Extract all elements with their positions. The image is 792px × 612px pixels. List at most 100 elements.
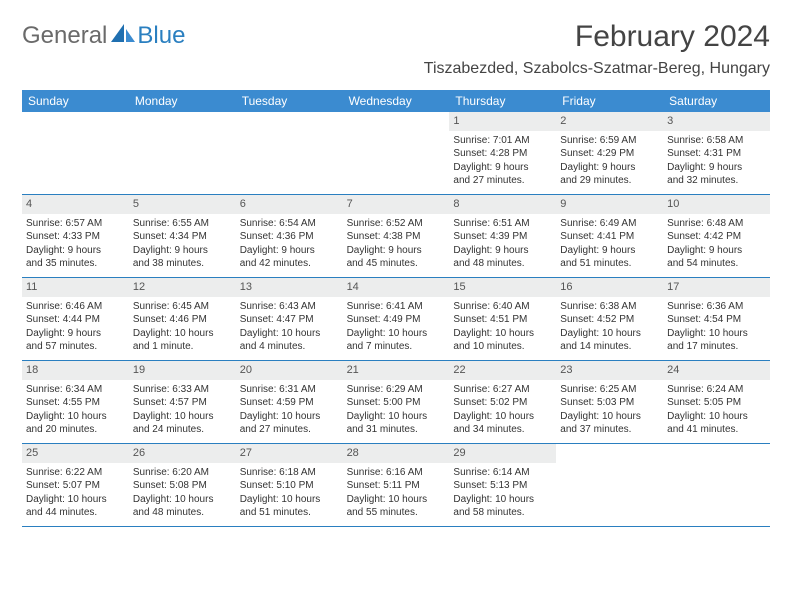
day-detail-sunset: Sunset: 4:31 PM (667, 147, 766, 161)
day-detail-daylight1: Daylight: 10 hours (347, 327, 446, 341)
day-number: 16 (556, 278, 663, 297)
day-cell: 29 Sunrise: 6:14 AMSunset: 5:13 PMDayligh… (449, 444, 556, 526)
day-cell (129, 112, 236, 194)
day-detail-daylight1: Daylight: 10 hours (133, 327, 232, 341)
day-number: 5 (129, 195, 236, 214)
day-detail-sunrise: Sunrise: 6:49 AM (560, 217, 659, 231)
day-detail-daylight1: Daylight: 10 hours (347, 493, 446, 507)
day-cell: 13Sunrise: 6:43 AMSunset: 4:47 PMDayligh… (236, 278, 343, 360)
day-detail-sunset: Sunset: 5:05 PM (667, 396, 766, 410)
week-row: 11Sunrise: 6:46 AMSunset: 4:44 PMDayligh… (22, 278, 770, 361)
day-detail-sunset: Sunset: 4:54 PM (667, 313, 766, 327)
day-detail-sunrise: Sunrise: 6:41 AM (347, 300, 446, 314)
day-number: 19 (129, 361, 236, 380)
day-detail-sunset: Sunset: 4:28 PM (453, 147, 552, 161)
logo-text-general: General (22, 24, 107, 48)
day-number: 17 (663, 278, 770, 297)
day-detail-sunrise: Sunrise: 6:34 AM (26, 383, 125, 397)
day-detail-sunset: Sunset: 5:10 PM (240, 479, 339, 493)
day-cell: 10Sunrise: 6:48 AMSunset: 4:42 PMDayligh… (663, 195, 770, 277)
day-detail-sunrise: Sunrise: 6:55 AM (133, 217, 232, 231)
day-detail-sunset: Sunset: 4:39 PM (453, 230, 552, 244)
day-detail-sunrise: Sunrise: 6:51 AM (453, 217, 552, 231)
day-detail-daylight1: Daylight: 10 hours (347, 410, 446, 424)
day-detail-sunrise: Sunrise: 6:52 AM (347, 217, 446, 231)
day-cell: 15Sunrise: 6:40 AMSunset: 4:51 PMDayligh… (449, 278, 556, 360)
day-cell: 2Sunrise: 6:59 AMSunset: 4:29 PMDaylight… (556, 112, 663, 194)
day-detail-sunrise: Sunrise: 6:43 AM (240, 300, 339, 314)
day-number: 14 (343, 278, 450, 297)
day-header-cell: Tuesday (236, 90, 343, 112)
day-detail-sunset: Sunset: 5:07 PM (26, 479, 125, 493)
week-row: 4Sunrise: 6:57 AMSunset: 4:33 PMDaylight… (22, 195, 770, 278)
day-detail-sunset: Sunset: 4:29 PM (560, 147, 659, 161)
week-row: 25Sunrise: 6:22 AMSunset: 5:07 PMDayligh… (22, 444, 770, 527)
day-detail-daylight2: and 48 minutes. (453, 257, 552, 271)
day-detail-daylight1: Daylight: 10 hours (240, 327, 339, 341)
day-cell (556, 444, 663, 526)
day-detail-sunset: Sunset: 4:38 PM (347, 230, 446, 244)
day-detail-daylight2: and 58 minutes. (453, 506, 552, 520)
day-cell: 6Sunrise: 6:54 AMSunset: 4:36 PMDaylight… (236, 195, 343, 277)
day-number: 15 (449, 278, 556, 297)
day-number: 9 (556, 195, 663, 214)
day-cell: 20Sunrise: 6:31 AMSunset: 4:59 PMDayligh… (236, 361, 343, 443)
day-header-cell: Thursday (449, 90, 556, 112)
day-number: 22 (449, 361, 556, 380)
day-detail-sunset: Sunset: 5:11 PM (347, 479, 446, 493)
logo-sail-icon (111, 24, 135, 44)
day-detail-daylight1: Daylight: 9 hours (26, 327, 125, 341)
day-detail-sunrise: Sunrise: 6:54 AM (240, 217, 339, 231)
week-row: 1Sunrise: 7:01 AMSunset: 4:28 PMDaylight… (22, 112, 770, 195)
day-detail-daylight1: Daylight: 9 hours (667, 161, 766, 175)
day-cell: 12Sunrise: 6:45 AMSunset: 4:46 PMDayligh… (129, 278, 236, 360)
day-number: 13 (236, 278, 343, 297)
day-detail-sunset: Sunset: 4:33 PM (26, 230, 125, 244)
day-detail-daylight1: Daylight: 9 hours (347, 244, 446, 258)
day-number: 29 (449, 444, 556, 463)
day-number: 23 (556, 361, 663, 380)
day-detail-daylight2: and 29 minutes. (560, 174, 659, 188)
day-header-cell: Saturday (663, 90, 770, 112)
day-number: 12 (129, 278, 236, 297)
day-detail-daylight1: Daylight: 10 hours (453, 327, 552, 341)
day-detail-daylight2: and 34 minutes. (453, 423, 552, 437)
day-cell: 19Sunrise: 6:33 AMSunset: 4:57 PMDayligh… (129, 361, 236, 443)
day-number: 20 (236, 361, 343, 380)
day-detail-sunset: Sunset: 5:03 PM (560, 396, 659, 410)
day-detail-sunset: Sunset: 4:41 PM (560, 230, 659, 244)
day-detail-sunrise: Sunrise: 6:14 AM (453, 466, 552, 480)
day-detail-daylight2: and 7 minutes. (347, 340, 446, 354)
day-detail-daylight2: and 24 minutes. (133, 423, 232, 437)
day-detail-sunset: Sunset: 5:02 PM (453, 396, 552, 410)
day-detail-daylight1: Daylight: 10 hours (453, 493, 552, 507)
day-detail-daylight1: Daylight: 9 hours (133, 244, 232, 258)
day-cell: 21Sunrise: 6:29 AMSunset: 5:00 PMDayligh… (343, 361, 450, 443)
day-cell: 27Sunrise: 6:18 AMSunset: 5:10 PMDayligh… (236, 444, 343, 526)
day-detail-daylight1: Daylight: 10 hours (560, 327, 659, 341)
day-cell: 11Sunrise: 6:46 AMSunset: 4:44 PMDayligh… (22, 278, 129, 360)
day-detail-sunset: Sunset: 4:42 PM (667, 230, 766, 244)
day-detail-daylight2: and 45 minutes. (347, 257, 446, 271)
day-detail-daylight1: Daylight: 9 hours (560, 161, 659, 175)
day-detail-sunrise: Sunrise: 6:45 AM (133, 300, 232, 314)
day-detail-daylight2: and 4 minutes. (240, 340, 339, 354)
logo-text-blue: Blue (137, 24, 185, 48)
day-detail-sunrise: Sunrise: 6:33 AM (133, 383, 232, 397)
day-detail-sunset: Sunset: 4:59 PM (240, 396, 339, 410)
day-detail-daylight1: Daylight: 10 hours (26, 493, 125, 507)
day-detail-sunset: Sunset: 4:44 PM (26, 313, 125, 327)
day-cell: 3Sunrise: 6:58 AMSunset: 4:31 PMDaylight… (663, 112, 770, 194)
day-detail-daylight2: and 51 minutes. (560, 257, 659, 271)
title-block: February 2024 Tiszabezded, Szabolcs-Szat… (424, 20, 770, 78)
day-header-row: SundayMondayTuesdayWednesdayThursdayFrid… (22, 90, 770, 112)
day-detail-daylight2: and 48 minutes. (133, 506, 232, 520)
day-detail-sunset: Sunset: 5:13 PM (453, 479, 552, 493)
day-number: 21 (343, 361, 450, 380)
day-number: 11 (22, 278, 129, 297)
day-detail-sunrise: Sunrise: 6:59 AM (560, 134, 659, 148)
day-detail-sunrise: Sunrise: 6:16 AM (347, 466, 446, 480)
month-title: February 2024 (424, 20, 770, 54)
day-detail-daylight2: and 55 minutes. (347, 506, 446, 520)
day-cell: 23Sunrise: 6:25 AMSunset: 5:03 PMDayligh… (556, 361, 663, 443)
